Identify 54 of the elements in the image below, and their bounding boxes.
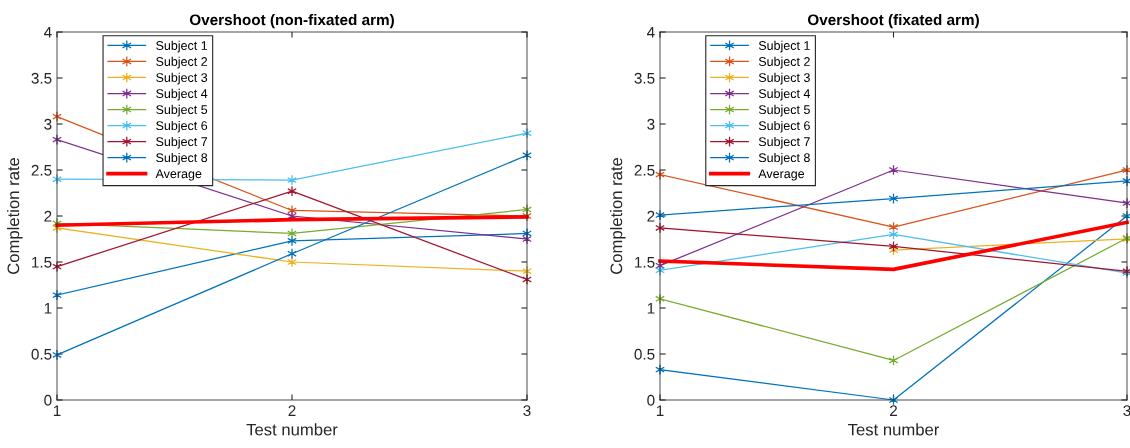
y-tick-label: 4: [43, 27, 52, 38]
y-tick-label: 0: [647, 394, 655, 406]
y-tick-label: 2: [44, 210, 52, 222]
legend-label: Subject 1: [156, 40, 208, 53]
y-tick-label: 4: [646, 27, 655, 38]
y-tick-label: 0: [44, 394, 52, 406]
legend-label: Average: [758, 169, 805, 181]
legend-label: Subject 7: [758, 136, 810, 149]
y-tick-label: 2.5: [634, 164, 655, 176]
legend-label: Subject 8: [156, 152, 208, 165]
x-axis-title: Test number: [848, 423, 940, 436]
legend-label: Subject 6: [758, 120, 810, 133]
legend-label: Subject 5: [156, 104, 208, 117]
y-tick-label: 1: [647, 303, 655, 314]
chart-title: Overshoot (fixated arm): [807, 13, 979, 29]
legend-label: Subject 2: [156, 56, 208, 69]
y-tick-label: 0.5: [634, 348, 655, 360]
point: [287, 235, 297, 247]
legend-label: Subject 2: [758, 56, 810, 69]
point: [287, 174, 297, 186]
y-tick-label: 1: [44, 303, 52, 314]
point: [287, 227, 297, 239]
y-tick-label: 1.5: [32, 257, 52, 268]
y-axis-title: Completion rate: [610, 157, 626, 274]
legend-label: Subject 5: [758, 104, 810, 117]
y-tick-label: 1.5: [635, 257, 655, 268]
legend-label: Subject 7: [156, 136, 208, 149]
y-tick-label: 3.5: [31, 72, 52, 84]
y-tick-label: 3.5: [634, 72, 655, 84]
x-axis-title: Test number: [246, 423, 338, 436]
legend-label: Subject 1: [758, 40, 810, 53]
legend-label: Subject 3: [156, 72, 208, 85]
chart-title: Overshoot (non-fixated arm): [189, 13, 394, 29]
y-tick-label: 0.5: [31, 348, 52, 360]
legend-label: Subject 4: [156, 88, 208, 101]
legend-label: Subject 3: [758, 72, 810, 85]
y-tick-label: 3: [44, 118, 52, 130]
point: [287, 248, 297, 260]
point: [287, 185, 297, 197]
x-tick-label: 1: [53, 405, 61, 416]
y-axis-title: Completion rate: [7, 157, 23, 274]
point: [287, 256, 297, 268]
x-tick-label: 3: [1123, 405, 1130, 417]
x-tick-label: 3: [523, 405, 531, 417]
y-tick-label: 3: [647, 118, 655, 130]
x-tick-label: 2: [288, 405, 296, 416]
y-tick-label: 2: [647, 210, 655, 222]
y-tick-label: 2.5: [31, 164, 52, 176]
legend-label: Subject 4: [758, 88, 811, 101]
x-tick-label: 2: [890, 405, 897, 416]
legend-label: Subject 6: [156, 120, 208, 133]
x-tick-label: 1: [656, 405, 664, 416]
legend-label: Average: [155, 169, 202, 181]
legend-label: Subject 8: [758, 152, 810, 165]
